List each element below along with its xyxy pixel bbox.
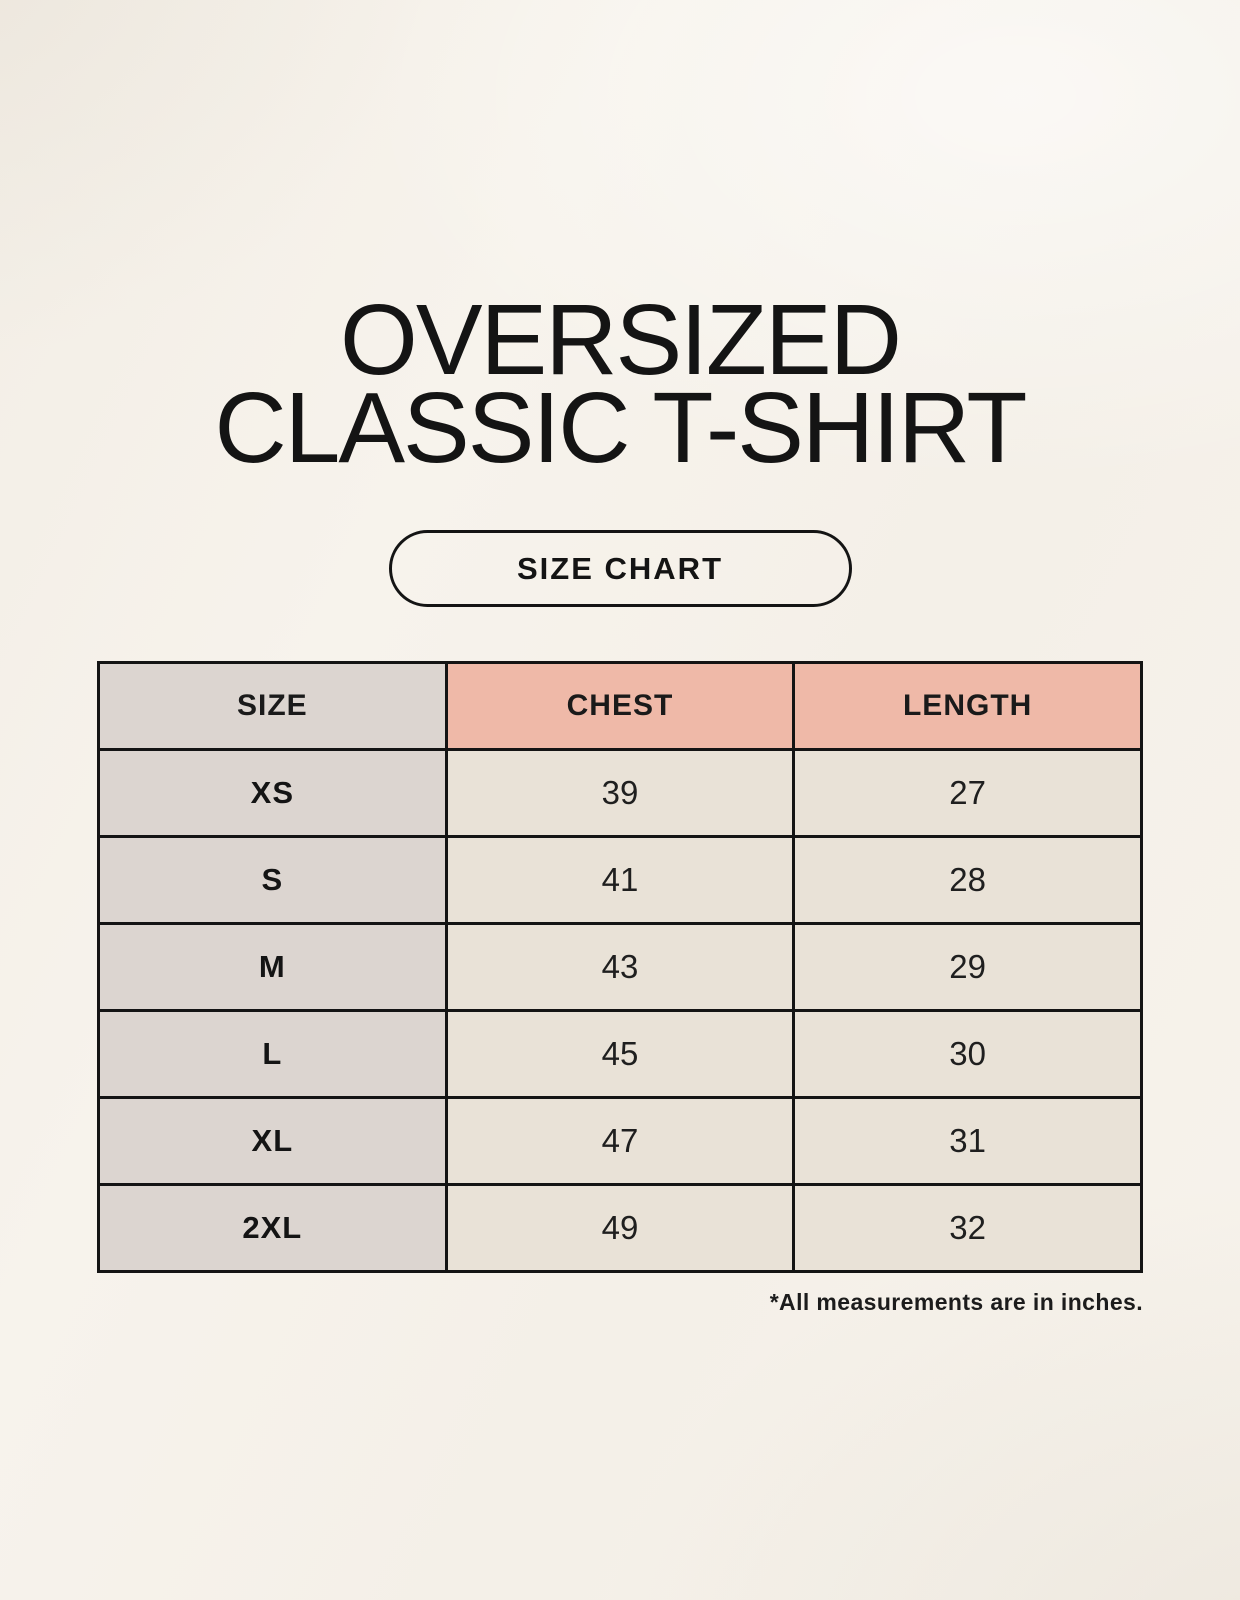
- chest-cell: 49: [444, 1183, 796, 1273]
- length-cell: 28: [792, 835, 1143, 925]
- size-cell: XS: [97, 748, 448, 838]
- measurements-footnote: *All measurements are in inches.: [769, 1289, 1143, 1315]
- table-row: L 45 30: [97, 1009, 1143, 1099]
- size-chart-button[interactable]: SIZE CHART: [388, 530, 852, 607]
- chest-cell: 41: [444, 835, 796, 925]
- length-cell: 30: [792, 1009, 1143, 1099]
- table-header-row: SIZE CHEST LENGTH: [97, 661, 1143, 751]
- chest-cell: 47: [444, 1096, 796, 1186]
- size-cell: S: [97, 835, 448, 925]
- chest-cell: 45: [444, 1009, 796, 1099]
- table-row: XS 39 27: [97, 748, 1143, 838]
- length-cell: 31: [792, 1096, 1143, 1186]
- size-table-body: XS 39 27 S 41 28 M 43 29 L 45 30 XL 47 31 2XL 49 32: [97, 748, 1143, 1273]
- size-cell: XL: [97, 1096, 448, 1186]
- size-cell: L: [97, 1009, 448, 1099]
- table-row: S 41 28: [97, 835, 1143, 925]
- product-title-line1: OVERSIZED: [340, 284, 902, 396]
- size-table-head: SIZE CHEST LENGTH: [97, 661, 1143, 751]
- table-row: 2XL 49 32: [97, 1183, 1143, 1273]
- size-cell: M: [97, 922, 448, 1012]
- product-title-line2: CLASSIC T-SHIRT: [214, 372, 1028, 484]
- size-chart-button-label: SIZE CHART: [517, 550, 723, 586]
- length-cell: 27: [792, 748, 1143, 838]
- size-table: SIZE CHEST LENGTH XS 39 27 S 41 28 M 43 29 L 45 30 X…: [97, 661, 1143, 1273]
- header-chest: CHEST: [444, 661, 796, 751]
- header-size: SIZE: [97, 661, 448, 751]
- table-row: XL 47 31: [97, 1096, 1143, 1186]
- chest-cell: 43: [444, 922, 796, 1012]
- size-cell: 2XL: [97, 1183, 448, 1273]
- product-title: OVERSIZED CLASSIC T-SHIRT: [0, 0, 1240, 484]
- length-cell: 29: [792, 922, 1143, 1012]
- header-length: LENGTH: [792, 661, 1143, 751]
- chest-cell: 39: [444, 748, 796, 838]
- length-cell: 32: [792, 1183, 1143, 1273]
- table-row: M 43 29: [97, 922, 1143, 1012]
